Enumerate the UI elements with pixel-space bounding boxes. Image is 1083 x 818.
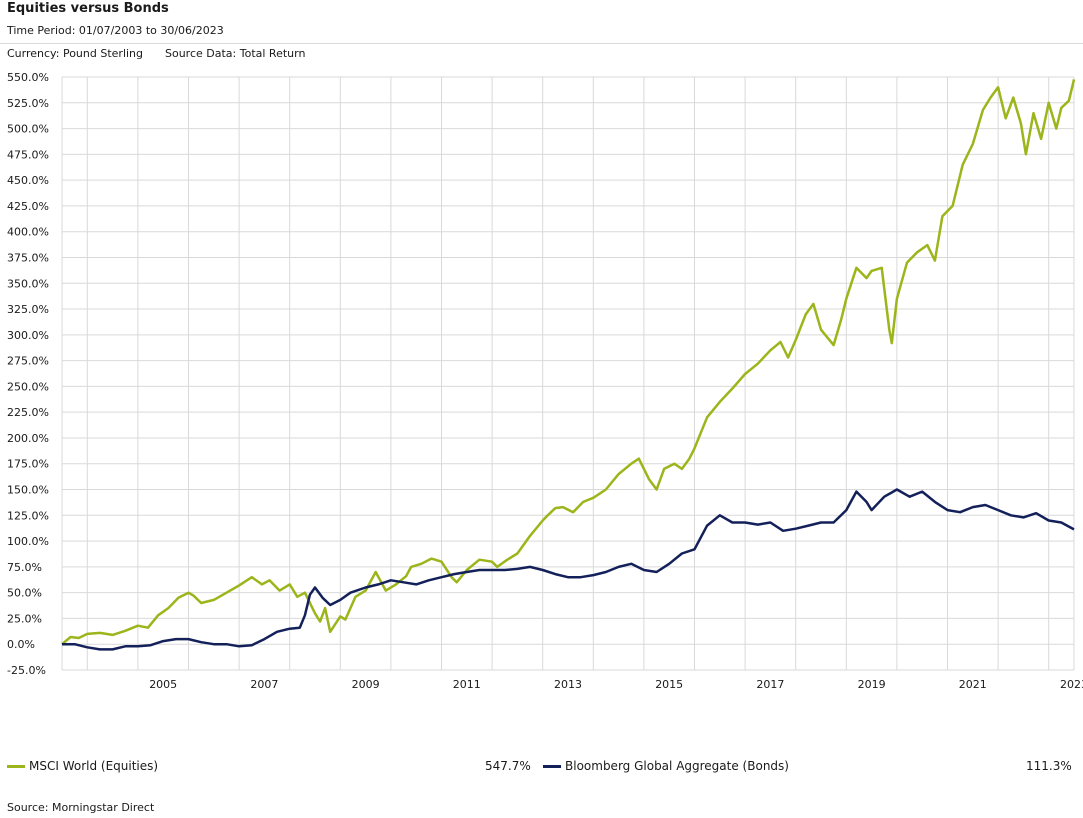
- y-axis-labels: -25.0% 0.0% 25.0% 50.0% 75.0% 100.0% 125.0% 150…: [7, 71, 49, 677]
- y-tick-label: 100.0%: [7, 535, 49, 548]
- y-tick-label: 0.0%: [7, 638, 35, 651]
- series-lines: [61, 79, 1076, 651]
- y-tick-label: 450.0%: [7, 174, 49, 187]
- series-line-equities: [61, 79, 1076, 646]
- y-tick-label: 50.0%: [7, 587, 42, 600]
- y-tick-label: -25.0%: [7, 664, 46, 677]
- y-tick-label: 425.0%: [7, 200, 49, 213]
- grid-lines: [61, 76, 1075, 671]
- chart-title: Equities versus Bonds: [7, 1, 169, 16]
- legend-label-bonds: Bloomberg Global Aggregate (Bonds): [565, 759, 789, 773]
- y-tick-label: 150.0%: [7, 484, 49, 497]
- legend-value-equities: 547.7%: [485, 759, 531, 773]
- x-tick-label: 2021: [959, 678, 987, 691]
- legend-item-equities: MSCI World (Equities): [7, 759, 158, 773]
- y-tick-label: 325.0%: [7, 303, 49, 316]
- x-tick-label: 2015: [655, 678, 683, 691]
- x-tick-label: 2005: [149, 678, 177, 691]
- legend-item-bonds: Bloomberg Global Aggregate (Bonds): [543, 759, 789, 773]
- y-tick-label: 475.0%: [7, 148, 49, 161]
- legend-value-bonds: 111.3%: [1026, 759, 1072, 773]
- x-tick-label: 2011: [453, 678, 481, 691]
- source-data-label: Source Data: Total Return: [165, 47, 306, 60]
- x-tick-label: 2023: [1060, 678, 1083, 691]
- y-tick-label: 300.0%: [7, 329, 49, 342]
- y-tick-label: 125.0%: [7, 509, 49, 522]
- legend-label-equities: MSCI World (Equities): [29, 759, 159, 773]
- legend-swatch-bonds: [543, 765, 561, 768]
- y-tick-label: 75.0%: [7, 561, 42, 574]
- currency-label: Currency: Pound Sterling: [7, 47, 144, 60]
- y-tick-label: 375.0%: [7, 251, 49, 264]
- y-tick-label: 400.0%: [7, 226, 49, 239]
- y-tick-label: 550.0%: [7, 71, 49, 84]
- y-tick-label: 525.0%: [7, 97, 49, 110]
- time-period-label: Time Period: 01/07/2003 to 30/06/2023: [7, 24, 224, 37]
- y-tick-label: 250.0%: [7, 380, 49, 393]
- x-tick-label: 2019: [858, 678, 886, 691]
- line-chart: -25.0% 0.0% 25.0% 50.0% 75.0% 100.0% 125.0% 150…: [7, 71, 1083, 691]
- header-divider: [0, 43, 1083, 44]
- x-axis-labels: 2005 2007 2009 2011 2013 2015 2017 2019 2021 2023: [149, 678, 1083, 691]
- y-tick-label: 25.0%: [7, 612, 42, 625]
- x-tick-label: 2009: [352, 678, 380, 691]
- x-tick-label: 2017: [756, 678, 784, 691]
- y-tick-label: 200.0%: [7, 432, 49, 445]
- source-note: Source: Morningstar Direct: [7, 801, 155, 814]
- y-tick-label: 175.0%: [7, 458, 49, 471]
- x-tick-label: 2007: [250, 678, 278, 691]
- y-tick-label: 350.0%: [7, 277, 49, 290]
- x-tick-label: 2013: [554, 678, 582, 691]
- y-tick-label: 500.0%: [7, 123, 49, 136]
- y-tick-label: 275.0%: [7, 355, 49, 368]
- y-tick-label: 225.0%: [7, 406, 49, 419]
- series-line-bonds: [62, 488, 1075, 651]
- legend-swatch-equities: [7, 765, 25, 768]
